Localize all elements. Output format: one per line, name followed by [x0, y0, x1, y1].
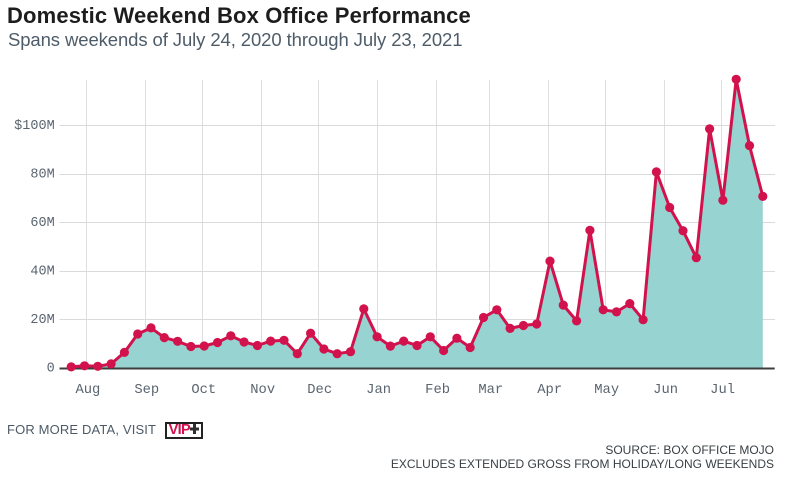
svg-text:May: May	[594, 383, 619, 398]
svg-text:$100M: $100M	[14, 119, 55, 134]
svg-text:Jan: Jan	[366, 383, 391, 398]
svg-text:Sep: Sep	[134, 383, 159, 398]
svg-text:60M: 60M	[30, 216, 54, 231]
svg-text:20M: 20M	[30, 313, 54, 328]
svg-text:80M: 80M	[30, 168, 54, 183]
svg-text:Jul: Jul	[710, 382, 735, 398]
svg-text:40M: 40M	[30, 265, 54, 280]
svg-text:Feb: Feb	[425, 382, 450, 398]
svg-text:Jun: Jun	[653, 383, 678, 398]
svg-text:Dec: Dec	[307, 383, 332, 398]
svg-text:Nov: Nov	[250, 383, 275, 398]
svg-text:Apr: Apr	[537, 383, 562, 398]
svg-text:Mar: Mar	[478, 383, 503, 398]
svg-text:Oct: Oct	[191, 383, 216, 398]
svg-text:Aug: Aug	[75, 383, 100, 398]
svg-text:0: 0	[47, 362, 55, 377]
